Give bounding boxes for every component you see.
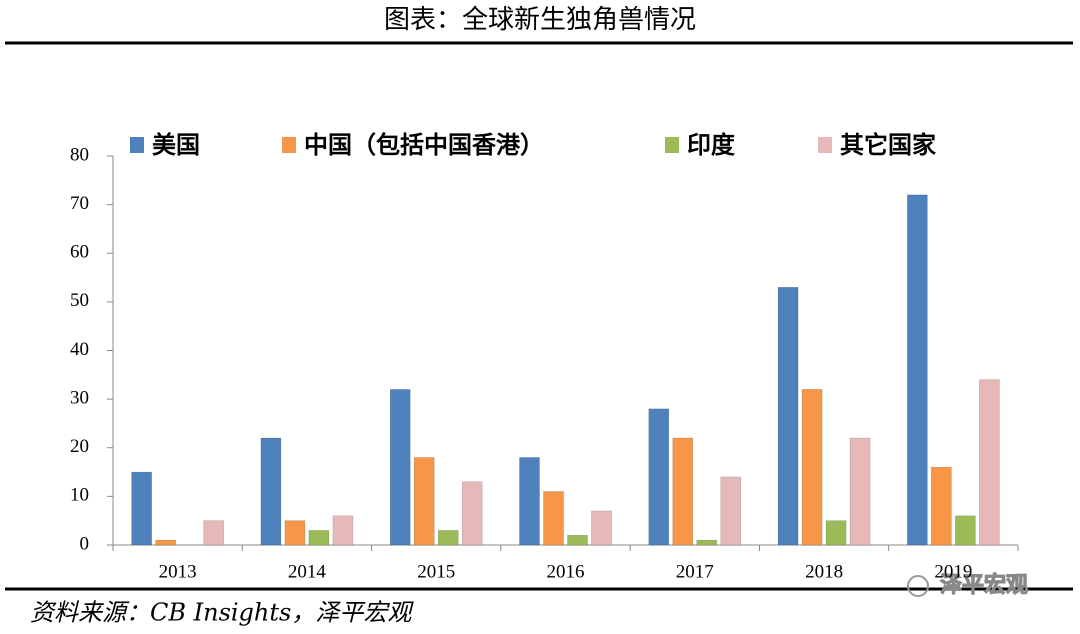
y-tick-label: 80 [70,144,89,165]
bar [955,515,976,546]
bar [413,457,435,546]
legend-swatch [282,137,296,153]
x-tick-label: 2013 [159,561,197,582]
legend-label: 中国（包括中国香港） [304,131,544,159]
bar [284,520,306,546]
legend-label: 美国 [152,131,200,159]
legend-label: 其它国家 [840,131,936,159]
bar [931,466,952,546]
legend-swatch [130,137,144,153]
bar [648,408,670,546]
bar [591,510,612,546]
bar [849,437,871,546]
watermark: 泽平宏观 [940,572,1028,598]
x-tick-label: 2016 [547,561,585,582]
chart-title: 图表：全球新生独角兽情况 [384,5,696,35]
legend-swatch [665,137,679,153]
bar [155,539,176,546]
x-tick-label: 2019 [934,561,972,582]
y-tick-label: 0 [80,533,90,554]
bar [131,471,152,546]
bar [461,481,483,546]
legend-label: 印度 [687,131,736,159]
y-tick-label: 40 [70,339,89,360]
x-tick-label: 2015 [417,561,455,582]
watermark-icon [907,575,929,597]
legend-swatch [818,137,832,153]
y-tick-label: 20 [70,436,89,457]
source-note: 资料来源：CB Insights，泽平宏观 [30,599,414,627]
x-tick-label: 2017 [676,561,714,582]
bar [567,535,588,546]
bar [696,539,718,546]
bar [979,379,1000,546]
y-tick-label: 30 [70,387,89,408]
y-tick-label: 60 [70,242,89,263]
bar [260,437,282,546]
bar [543,491,564,546]
bar [672,437,694,546]
bar [389,389,411,546]
bar [308,530,330,546]
bar [720,476,742,546]
y-tick-label: 50 [70,290,89,311]
bar [777,287,799,546]
bar [437,530,459,546]
bar [801,389,823,546]
bar [332,515,354,546]
y-tick-label: 70 [70,193,89,214]
y-tick-label: 10 [70,485,89,506]
bar [907,194,928,546]
x-tick-label: 2018 [805,561,843,582]
bar [519,457,540,546]
bar [825,520,847,546]
bar [203,520,224,546]
x-tick-label: 2014 [288,561,327,582]
